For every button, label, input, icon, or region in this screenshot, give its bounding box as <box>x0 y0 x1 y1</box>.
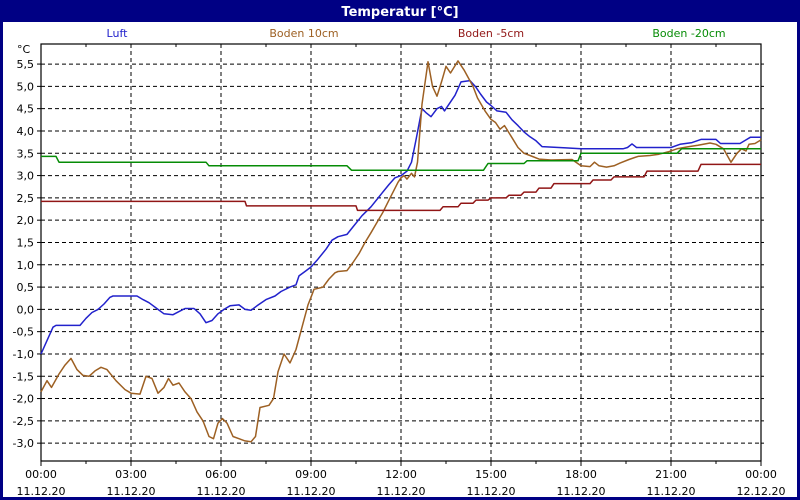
y-axis-unit-label: °C <box>17 43 31 56</box>
x-tick-date-label: 11.12.20 <box>467 485 516 498</box>
legend-item-luft: Luft <box>106 27 128 40</box>
x-tick-date-label: 11.12.20 <box>377 485 426 498</box>
x-tick-time-label: 00:00 <box>745 468 777 481</box>
legend-item-boden-20: Boden -20cm <box>652 27 726 40</box>
x-tick-time-label: 03:00 <box>115 468 147 481</box>
x-tick-time-label: 00:00 <box>25 468 57 481</box>
y-tick-label: 0,0 <box>17 303 35 316</box>
x-tick-date-label: 11.12.20 <box>557 485 606 498</box>
legend-item-boden10: Boden 10cm <box>269 27 339 40</box>
x-tick-date-label: 11.12.20 <box>287 485 336 498</box>
x-tick-date-label: 11.12.20 <box>197 485 246 498</box>
y-tick-label: -1,0 <box>13 348 34 361</box>
x-tick-time-label: 15:00 <box>475 468 507 481</box>
x-tick-date-label: 11.12.20 <box>17 485 66 498</box>
x-tick-time-label: 21:00 <box>655 468 687 481</box>
y-tick-label: -2,5 <box>13 415 34 428</box>
series-boden5 <box>41 163 761 212</box>
series-boden20 <box>41 148 761 171</box>
y-tick-label: 4,0 <box>17 125 35 138</box>
y-tick-label: 3,5 <box>17 147 35 160</box>
y-tick-label: -3,0 <box>13 437 34 450</box>
y-tick-label: 2,5 <box>17 192 35 205</box>
y-tick-label: 2,0 <box>17 214 35 227</box>
y-tick-label: 1,5 <box>17 236 35 249</box>
x-tick-date-label: 11.12.20 <box>647 485 696 498</box>
x-tick-date-label: 12.12.20 <box>737 485 786 498</box>
window-title: Temperatur [°C] <box>341 5 459 20</box>
temperature-line-chart: 5,5 5,0 4,5 4,0 3,5 3,0 2,5 2,0 1,5 1,0 0,5 0,0 -0,5… <box>13 43 786 498</box>
legend-item-boden-5: Boden -5cm <box>457 27 525 40</box>
y-tick-label: 5,0 <box>17 80 35 93</box>
x-tick-date-label: 11.12.20 <box>107 485 156 498</box>
chart-legend: Luft Boden 10cm Boden -5cm Boden -20cm <box>3 27 797 43</box>
x-tick-time-label: 12:00 <box>385 468 417 481</box>
y-tick-label: -2,0 <box>13 393 34 406</box>
x-tick-time-label: 18:00 <box>565 468 597 481</box>
y-tick-label: 0,5 <box>17 281 35 294</box>
x-tick-time-label: 09:00 <box>295 468 327 481</box>
series-luft <box>40 79 761 355</box>
y-tick-label: 1,0 <box>17 259 35 272</box>
y-tick-label: 4,5 <box>17 103 35 116</box>
y-tick-label: 3,0 <box>17 170 35 183</box>
window-title-bar: Temperatur [°C] <box>3 3 797 22</box>
y-tick-label: -1,5 <box>13 370 34 383</box>
series-boden10 <box>40 60 762 443</box>
x-tick-time-label: 06:00 <box>205 468 237 481</box>
y-tick-label: 5,5 <box>17 58 35 71</box>
y-tick-label: -0,5 <box>13 326 34 339</box>
